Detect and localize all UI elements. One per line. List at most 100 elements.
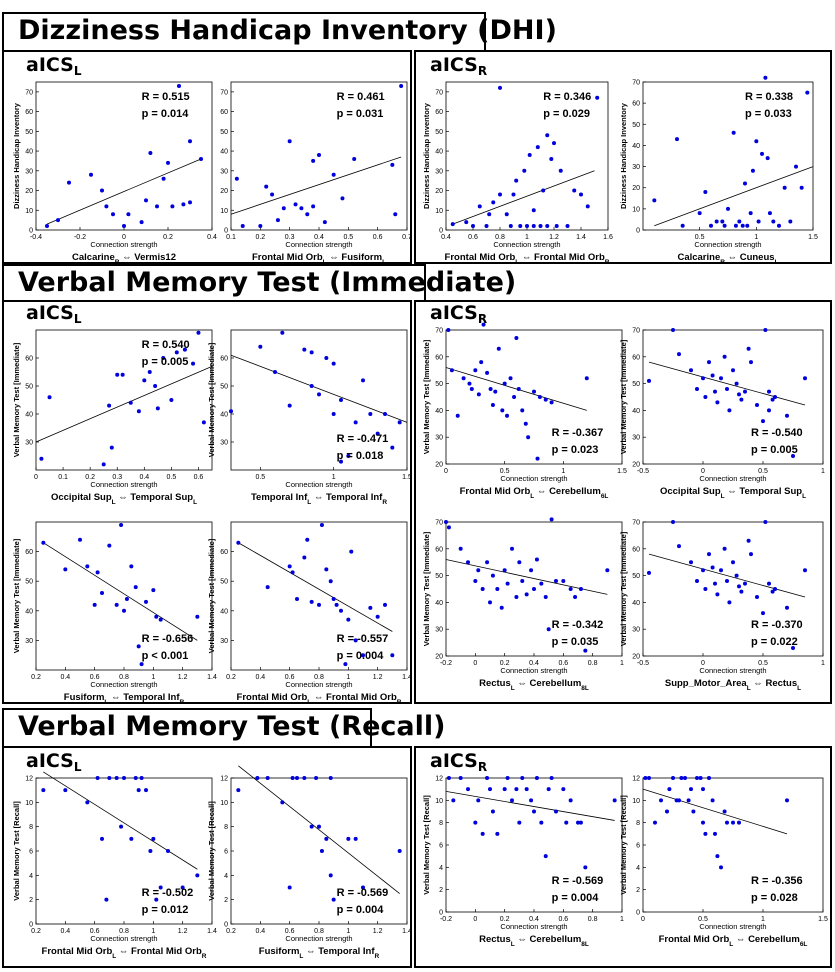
data-point bbox=[258, 344, 263, 349]
plot-frame bbox=[230, 777, 408, 925]
data-point bbox=[346, 617, 351, 622]
data-point bbox=[510, 798, 514, 803]
data-point bbox=[733, 223, 738, 228]
data-point bbox=[273, 370, 277, 374]
group-label-dhi-right: aICSR bbox=[430, 54, 488, 78]
data-point bbox=[510, 546, 514, 551]
x-tick-label: 0.4 bbox=[60, 674, 70, 681]
data-point bbox=[368, 412, 373, 416]
data-point bbox=[393, 212, 398, 217]
data-point bbox=[480, 587, 485, 591]
data-point bbox=[229, 409, 233, 414]
data-point bbox=[390, 162, 395, 167]
data-point bbox=[487, 212, 492, 217]
plot-frame bbox=[35, 521, 213, 671]
data-point bbox=[484, 224, 489, 229]
data-point bbox=[675, 137, 679, 142]
data-point bbox=[144, 198, 148, 203]
x-tick-label: 0.8 bbox=[314, 928, 324, 935]
data-point bbox=[737, 219, 742, 224]
data-point bbox=[715, 592, 720, 597]
data-point bbox=[107, 543, 112, 548]
x-tick-label: 0 bbox=[701, 468, 705, 475]
y-tick-label: 6 bbox=[439, 843, 443, 850]
data-point bbox=[701, 568, 705, 573]
x-tick-label: 0.6 bbox=[194, 474, 204, 481]
data-point bbox=[287, 885, 292, 890]
y-tick-label: 50 bbox=[25, 579, 33, 586]
x-axis-label: Connection strength bbox=[90, 934, 157, 943]
y-axis-label: Verbal Memory Test [Recall] bbox=[12, 801, 21, 901]
data-point bbox=[746, 538, 751, 543]
x-tick-label: 0.5 bbox=[758, 660, 768, 667]
data-point bbox=[368, 605, 373, 610]
data-point bbox=[554, 809, 558, 814]
x-tick-label: 1 bbox=[346, 674, 350, 681]
data-point bbox=[565, 224, 570, 229]
data-point bbox=[725, 820, 729, 825]
chart-7: 0 0.5 1 1.5 20 30 40 50 60 70 Connection strength V… bbox=[422, 322, 627, 500]
data-point bbox=[240, 224, 245, 229]
data-point bbox=[722, 354, 727, 359]
data-point bbox=[719, 376, 723, 381]
data-point bbox=[643, 776, 648, 780]
y-tick-label: 0 bbox=[29, 922, 33, 929]
data-point bbox=[495, 831, 500, 836]
data-point bbox=[725, 578, 729, 583]
data-point bbox=[397, 849, 402, 853]
data-point bbox=[317, 392, 321, 397]
data-point bbox=[56, 218, 60, 223]
x-tick-label: 1.2 bbox=[178, 674, 188, 681]
stat-p-value: p = 0.028 bbox=[751, 892, 798, 904]
data-point bbox=[514, 336, 519, 341]
data-point bbox=[595, 95, 600, 100]
x-tick-label: 1.6 bbox=[603, 234, 613, 241]
data-point bbox=[773, 587, 777, 591]
data-point bbox=[707, 360, 711, 365]
chart-11: -0.2 0 0.2 0.4 0.6 0.8 1 20 30 40 50 60 70 Connection… bbox=[422, 517, 624, 692]
data-point bbox=[488, 600, 492, 605]
data-point bbox=[107, 403, 112, 408]
data-point bbox=[328, 873, 333, 878]
region-label: FusiformL ⇔ Temporal InfR bbox=[259, 946, 380, 960]
data-point bbox=[679, 776, 684, 780]
regression-line bbox=[445, 791, 615, 821]
data-point bbox=[511, 192, 516, 197]
data-point bbox=[502, 787, 507, 792]
plot-frame bbox=[642, 777, 824, 913]
x-tick-label: 1.4 bbox=[576, 234, 586, 241]
stat-r-value: R = 0.461 bbox=[337, 91, 385, 103]
y-tick-label: 20 bbox=[220, 188, 228, 195]
x-axis-label: Connection strength bbox=[285, 480, 352, 489]
data-point bbox=[750, 168, 755, 173]
data-point bbox=[155, 406, 160, 411]
y-tick-label: 4 bbox=[636, 865, 640, 872]
data-point bbox=[549, 776, 554, 780]
data-point bbox=[287, 564, 292, 569]
data-point bbox=[280, 800, 285, 805]
data-point bbox=[715, 400, 720, 405]
data-point bbox=[45, 224, 49, 229]
data-point bbox=[161, 176, 166, 181]
data-point bbox=[399, 83, 404, 88]
data-point bbox=[139, 662, 144, 667]
data-point bbox=[568, 587, 573, 591]
data-point bbox=[524, 787, 529, 792]
data-point bbox=[151, 588, 156, 593]
y-tick-label: 50 bbox=[25, 129, 33, 136]
x-tick-label: 0.2 bbox=[31, 928, 41, 935]
y-tick-label: 50 bbox=[220, 384, 228, 391]
data-point bbox=[63, 788, 68, 793]
chart-12: -0.5 0 0.5 1 20 30 40 50 60 70 Connection strength… bbox=[619, 520, 825, 692]
stat-r-value: R = -0.471 bbox=[337, 433, 389, 445]
x-tick-label: 0.5 bbox=[167, 474, 177, 481]
data-point bbox=[147, 370, 152, 374]
y-tick-label: 70 bbox=[25, 89, 33, 96]
x-tick-label: -0.2 bbox=[440, 660, 452, 667]
data-point bbox=[346, 836, 351, 841]
y-tick-label: 60 bbox=[25, 109, 33, 116]
data-point bbox=[522, 168, 527, 173]
data-point bbox=[139, 776, 144, 780]
x-tick-label: -0.5 bbox=[637, 660, 649, 667]
